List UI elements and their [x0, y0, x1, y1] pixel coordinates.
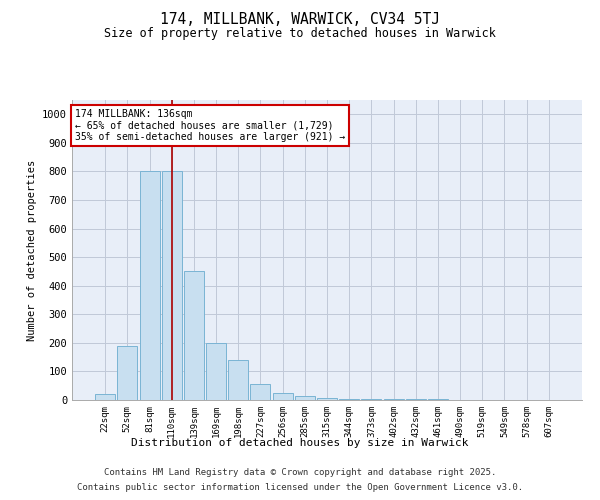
- Bar: [272, 393, 293, 400]
- Bar: [339, 398, 359, 400]
- Bar: [250, 384, 271, 400]
- Text: Distribution of detached houses by size in Warwick: Distribution of detached houses by size …: [131, 438, 469, 448]
- Bar: [95, 394, 115, 400]
- Bar: [184, 272, 204, 400]
- Text: Size of property relative to detached houses in Warwick: Size of property relative to detached ho…: [104, 28, 496, 40]
- Bar: [361, 399, 382, 400]
- Bar: [206, 343, 226, 400]
- Text: 174, MILLBANK, WARWICK, CV34 5TJ: 174, MILLBANK, WARWICK, CV34 5TJ: [160, 12, 440, 28]
- Bar: [118, 346, 137, 400]
- Bar: [228, 360, 248, 400]
- Bar: [140, 172, 160, 400]
- Bar: [162, 172, 182, 400]
- Text: 174 MILLBANK: 136sqm
← 65% of detached houses are smaller (1,729)
35% of semi-de: 174 MILLBANK: 136sqm ← 65% of detached h…: [74, 109, 345, 142]
- Bar: [317, 398, 337, 400]
- Bar: [295, 396, 315, 400]
- Text: Contains HM Land Registry data © Crown copyright and database right 2025.: Contains HM Land Registry data © Crown c…: [104, 468, 496, 477]
- Y-axis label: Number of detached properties: Number of detached properties: [26, 160, 37, 340]
- Bar: [383, 399, 404, 400]
- Text: Contains public sector information licensed under the Open Government Licence v3: Contains public sector information licen…: [77, 483, 523, 492]
